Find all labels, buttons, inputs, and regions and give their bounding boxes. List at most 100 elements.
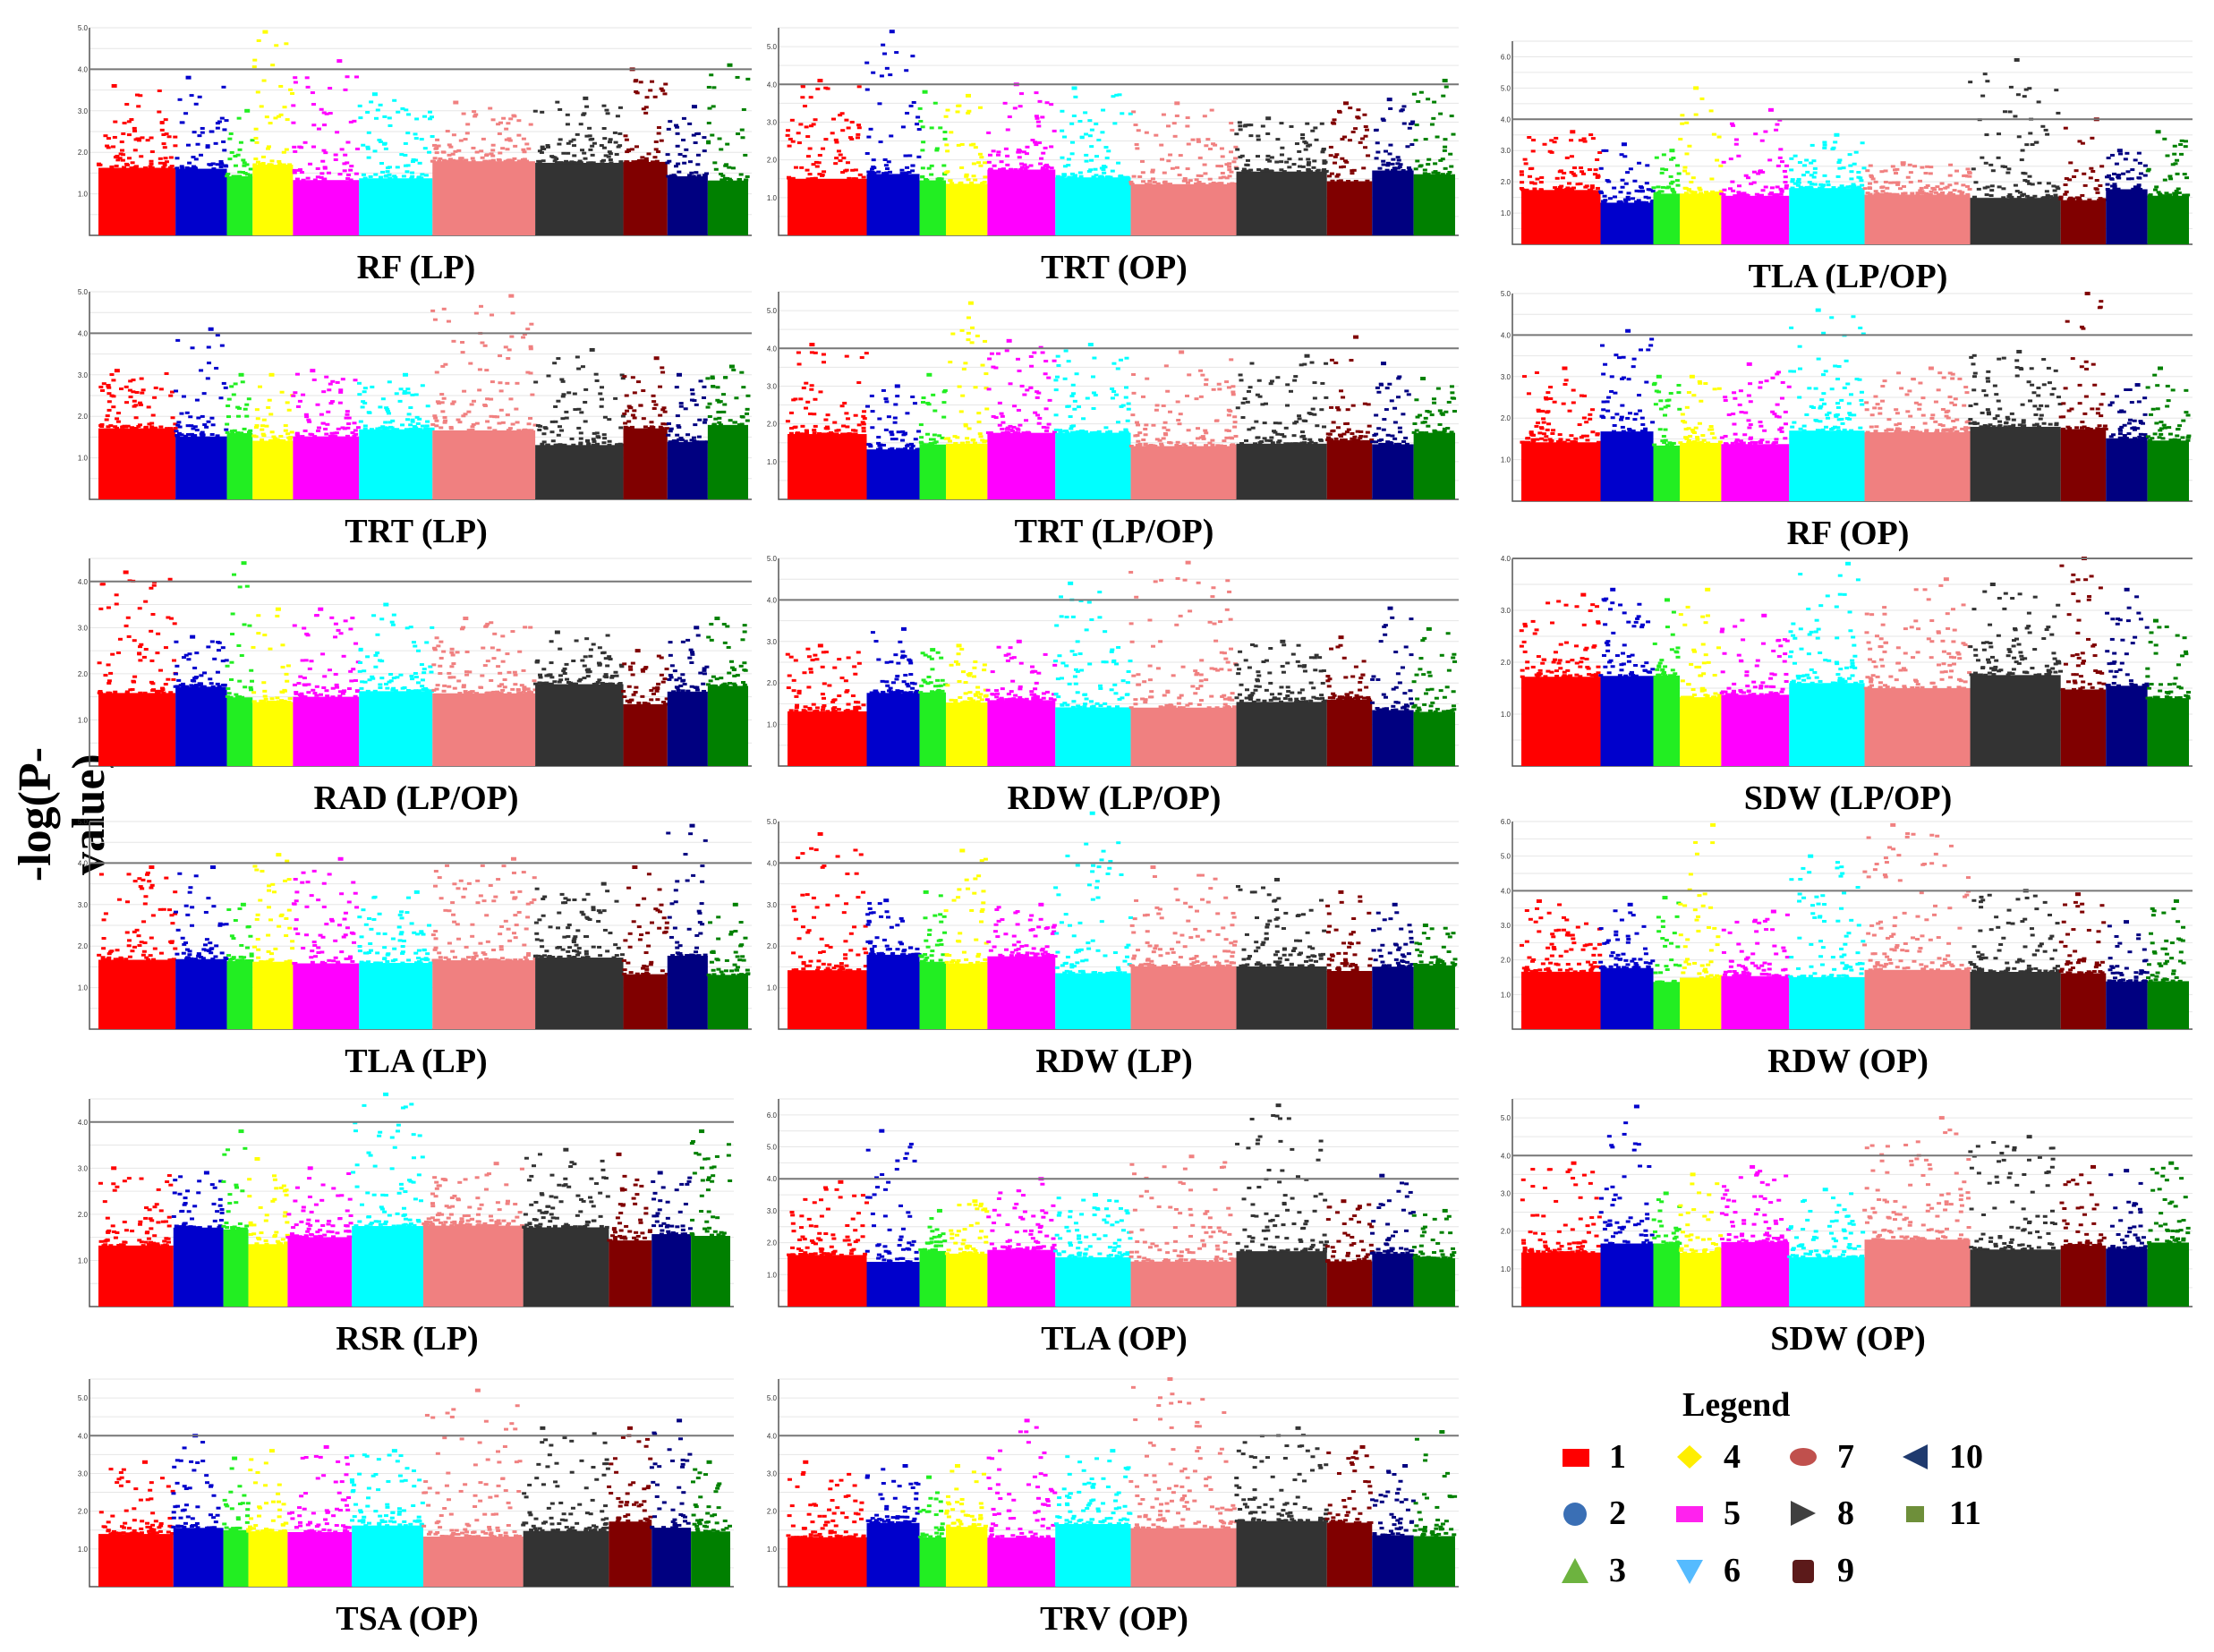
- snp-point: [402, 391, 407, 395]
- snp-point: [1405, 145, 1410, 149]
- snp-point: [1162, 421, 1168, 424]
- snp-point: [1830, 148, 1835, 151]
- snp-point: [1638, 200, 1643, 204]
- snp-point: [405, 387, 411, 391]
- snp-point: [1908, 171, 1913, 175]
- snp-point: [1774, 414, 1779, 418]
- snp-point: [336, 628, 341, 632]
- snp-point: [607, 655, 612, 659]
- snp-point: [1988, 423, 1993, 427]
- snp-point: [1905, 175, 1911, 179]
- snp-point: [1650, 199, 1656, 202]
- snp-point: [423, 174, 429, 177]
- snp-point: [1719, 192, 1724, 196]
- snp-point: [191, 435, 196, 439]
- chromosome-11-points: [2145, 366, 2192, 501]
- snp-point: [1404, 389, 1409, 393]
- snp-point: [1734, 442, 1740, 446]
- snp-point: [375, 108, 380, 112]
- snp-point: [1547, 438, 1553, 441]
- snp-point: [528, 626, 533, 629]
- snp-point: [2015, 93, 2021, 97]
- snp-point: [1983, 161, 1988, 165]
- peak-snp-point: [1174, 101, 1180, 106]
- snp-point: [389, 426, 395, 430]
- snp-point: [734, 396, 739, 400]
- snp-point: [940, 436, 945, 439]
- snp-point: [1341, 432, 1347, 436]
- snp-point: [415, 428, 421, 431]
- snp-point: [1939, 182, 1945, 185]
- snp-point: [362, 387, 368, 390]
- snp-point: [1356, 108, 1361, 112]
- manhattan-plot: 1.02.03.04.0: [78, 558, 752, 767]
- snp-point: [920, 401, 925, 404]
- snp-point: [291, 121, 296, 124]
- snp-point: [2020, 149, 2025, 152]
- snp-point: [652, 95, 658, 98]
- snp-point: [2021, 419, 2026, 422]
- snp-point: [482, 664, 488, 668]
- snp-point: [737, 178, 742, 182]
- snp-point: [1524, 188, 1529, 192]
- snp-point: [400, 106, 405, 110]
- chromosome-dense-band: [1413, 174, 1455, 235]
- snp-point: [1911, 426, 1916, 430]
- snp-point: [149, 629, 154, 633]
- chromosome-dense-band: [1864, 432, 1971, 501]
- snp-point: [809, 387, 814, 391]
- snp-point: [882, 52, 888, 55]
- snp-point: [395, 166, 400, 169]
- snp-point: [2064, 177, 2069, 181]
- snp-point: [829, 432, 834, 436]
- snp-point: [1731, 413, 1736, 416]
- peak-snp-point: [310, 369, 316, 373]
- snp-point: [731, 368, 737, 371]
- peak-snp-point: [926, 372, 932, 377]
- snp-point: [354, 75, 360, 79]
- snp-point: [2046, 366, 2051, 370]
- snp-point: [175, 423, 181, 427]
- snp-point: [1960, 427, 1965, 430]
- chromosome-9-points: [1325, 335, 1375, 499]
- snp-point: [470, 428, 475, 431]
- snp-point: [647, 427, 652, 430]
- snp-point: [1302, 438, 1307, 441]
- snp-point: [1294, 420, 1299, 423]
- snp-point: [429, 115, 434, 119]
- snp-point: [196, 416, 201, 420]
- snp-point: [838, 153, 843, 157]
- snp-point: [348, 178, 353, 182]
- snp-point: [346, 174, 352, 177]
- snp-point: [1282, 435, 1287, 439]
- snp-point: [350, 431, 355, 435]
- snp-point: [1777, 156, 1783, 159]
- chromosome-3-points: [225, 108, 255, 235]
- snp-point: [375, 633, 380, 636]
- peak-snp-point: [1386, 98, 1392, 102]
- snp-point: [319, 413, 324, 416]
- snp-point: [1579, 436, 1584, 439]
- snp-point: [1804, 158, 1810, 162]
- snp-point: [939, 177, 944, 181]
- snp-point: [260, 438, 265, 441]
- snp-point: [676, 162, 681, 166]
- snp-point: [286, 700, 292, 703]
- snp-point: [2028, 399, 2033, 403]
- snp-point: [1084, 159, 1089, 163]
- snp-point: [549, 420, 555, 423]
- snp-point: [608, 152, 613, 156]
- snp-point: [256, 632, 261, 635]
- snp-point: [269, 159, 275, 163]
- chromosome-dense-band: [1413, 432, 1455, 499]
- snp-point: [1726, 413, 1732, 417]
- snp-point: [285, 401, 290, 404]
- snp-point: [2183, 140, 2188, 143]
- snp-point: [976, 412, 982, 415]
- snp-point: [1665, 404, 1671, 408]
- snp-point: [1621, 430, 1626, 433]
- snp-point: [1597, 151, 1603, 155]
- snp-point: [1618, 191, 1623, 194]
- snp-point: [1106, 175, 1111, 179]
- snp-point: [2089, 166, 2094, 170]
